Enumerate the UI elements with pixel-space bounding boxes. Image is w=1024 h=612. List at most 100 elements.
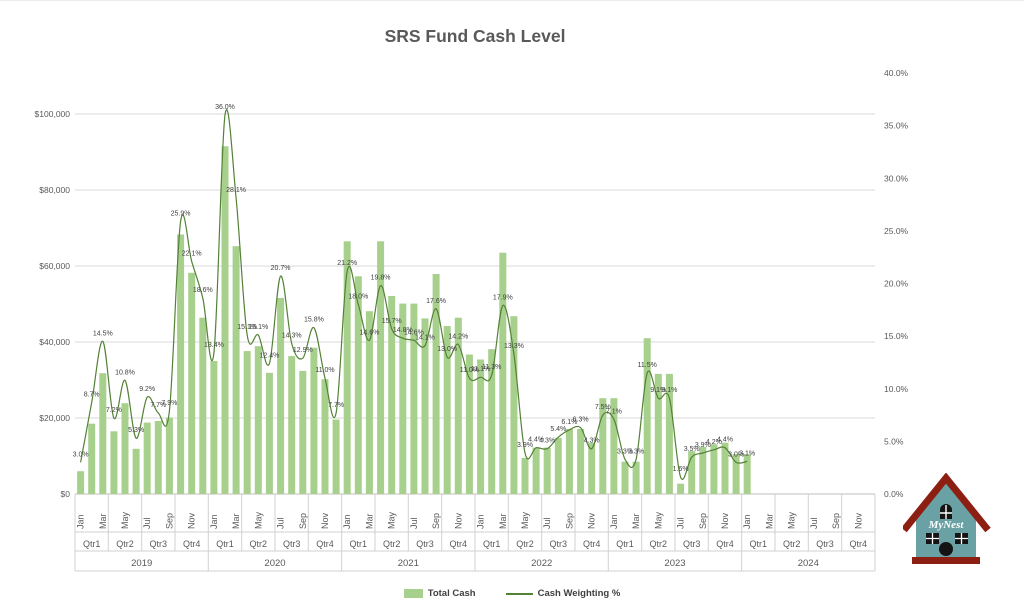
bar — [332, 419, 340, 494]
svg-text:2022: 2022 — [531, 558, 552, 569]
svg-text:6.1%: 6.1% — [561, 419, 577, 426]
svg-text:11.0%: 11.0% — [315, 367, 334, 374]
svg-text:1.6%: 1.6% — [673, 466, 689, 473]
svg-text:Jul: Jul — [142, 517, 152, 529]
svg-text:Qtr2: Qtr2 — [650, 539, 668, 549]
svg-text:3.9%: 3.9% — [695, 442, 711, 449]
svg-text:Jan: Jan — [609, 514, 619, 529]
svg-text:11.0%: 11.0% — [460, 367, 479, 374]
svg-text:Qtr3: Qtr3 — [416, 539, 434, 549]
svg-text:14.2%: 14.2% — [448, 334, 468, 341]
legend-item-total-cash: Total Cash — [403, 588, 476, 599]
svg-text:10.0%: 10.0% — [884, 384, 909, 394]
bar — [565, 429, 573, 494]
bar — [165, 417, 173, 494]
bar — [510, 316, 518, 494]
svg-text:Qtr3: Qtr3 — [283, 539, 301, 549]
bar — [432, 274, 440, 494]
total-cash-bars — [77, 146, 751, 495]
svg-text:40.0%: 40.0% — [884, 68, 909, 78]
svg-text:11.5%: 11.5% — [638, 362, 657, 369]
bar — [243, 351, 251, 494]
svg-text:6.3%: 6.3% — [573, 417, 589, 424]
svg-text:Qtr3: Qtr3 — [816, 539, 834, 549]
bar — [521, 457, 529, 494]
svg-text:Jan: Jan — [342, 514, 352, 529]
bar — [399, 303, 407, 494]
svg-text:5.0%: 5.0% — [884, 436, 904, 446]
svg-text:Jan: Jan — [476, 514, 486, 529]
svg-text:Mar: Mar — [98, 513, 108, 529]
svg-text:May: May — [253, 511, 263, 529]
svg-text:$40,000: $40,000 — [39, 337, 70, 347]
bar — [388, 296, 396, 494]
svg-text:7.9%: 7.9% — [161, 400, 177, 407]
bar — [721, 442, 729, 494]
svg-text:9.1%: 9.1% — [661, 387, 677, 394]
plot-area: $0 $20,000 $40,000 $60,000 $80,000 $100,000 0.… — [35, 68, 909, 572]
svg-text:3.0%: 3.0% — [728, 451, 744, 458]
svg-text:3.0%: 3.0% — [73, 451, 89, 458]
svg-text:7.2%: 7.2% — [106, 407, 122, 414]
svg-text:15.1%: 15.1% — [248, 324, 268, 331]
svg-text:Mar: Mar — [498, 513, 508, 529]
svg-text:Mar: Mar — [764, 513, 774, 529]
mynest-logo: MyNest — [903, 473, 991, 564]
bar — [310, 347, 318, 494]
svg-text:4.4%: 4.4% — [717, 437, 733, 444]
bar — [299, 370, 307, 494]
bar — [110, 431, 118, 494]
svg-text:21.2%: 21.2% — [337, 260, 357, 267]
bar — [354, 276, 362, 494]
svg-text:14.5%: 14.5% — [93, 330, 113, 337]
svg-text:Qtr2: Qtr2 — [250, 539, 268, 549]
svg-text:2021: 2021 — [398, 558, 419, 569]
svg-text:18.6%: 18.6% — [193, 287, 213, 294]
svg-text:May: May — [653, 511, 663, 529]
svg-text:14.1%: 14.1% — [415, 335, 435, 342]
svg-text:17.9%: 17.9% — [493, 295, 513, 302]
left-window-panes — [926, 533, 939, 544]
bar — [277, 297, 285, 494]
svg-text:May: May — [787, 511, 797, 529]
svg-text:Sep: Sep — [431, 513, 441, 529]
point-labels: 3.0%8.7%14.5%7.2%10.8%5.3%9.2%7.7%7.9%25… — [73, 104, 756, 473]
svg-text:Qtr2: Qtr2 — [383, 539, 401, 549]
svg-text:9.2%: 9.2% — [139, 386, 155, 393]
svg-text:4.3%: 4.3% — [539, 438, 555, 445]
svg-text:Sep: Sep — [831, 513, 841, 529]
svg-text:3.1%: 3.1% — [739, 450, 755, 457]
svg-text:35.0%: 35.0% — [884, 121, 909, 131]
cash-weighting-line — [80, 109, 748, 480]
svg-text:Qtr1: Qtr1 — [83, 539, 101, 549]
birdhouse-roof — [903, 473, 991, 533]
svg-text:8.7%: 8.7% — [84, 391, 100, 398]
svg-text:20.0%: 20.0% — [884, 279, 909, 289]
bar — [688, 451, 696, 494]
bar — [610, 398, 618, 494]
svg-text:12.9%: 12.9% — [293, 347, 313, 354]
svg-text:18.0%: 18.0% — [348, 294, 368, 301]
svg-text:Qtr1: Qtr1 — [216, 539, 234, 549]
svg-text:9.1%: 9.1% — [650, 387, 666, 394]
svg-text:2024: 2024 — [798, 558, 819, 569]
svg-text:Qtr1: Qtr1 — [350, 539, 368, 549]
svg-text:7.1%: 7.1% — [606, 408, 622, 415]
bar — [488, 349, 496, 494]
bar — [177, 234, 185, 494]
right-axis-labels: 0.0% 5.0% 10.0% 15.0% 20.0% 25.0% 30.0% 35.0% 40… — [884, 68, 909, 499]
svg-text:3.3%: 3.3% — [628, 448, 644, 455]
bar — [288, 356, 296, 494]
bar — [77, 471, 85, 494]
birdhouse-base — [912, 557, 980, 564]
svg-text:Qtr4: Qtr4 — [316, 539, 334, 549]
bar — [621, 461, 629, 494]
svg-text:3.3%: 3.3% — [617, 448, 633, 455]
svg-text:Sep: Sep — [298, 513, 308, 529]
svg-text:19.8%: 19.8% — [371, 275, 391, 282]
svg-text:Nov: Nov — [320, 512, 330, 529]
svg-text:Nov: Nov — [853, 512, 863, 529]
svg-text:13.4%: 13.4% — [204, 342, 224, 349]
svg-text:17.6%: 17.6% — [426, 298, 446, 305]
